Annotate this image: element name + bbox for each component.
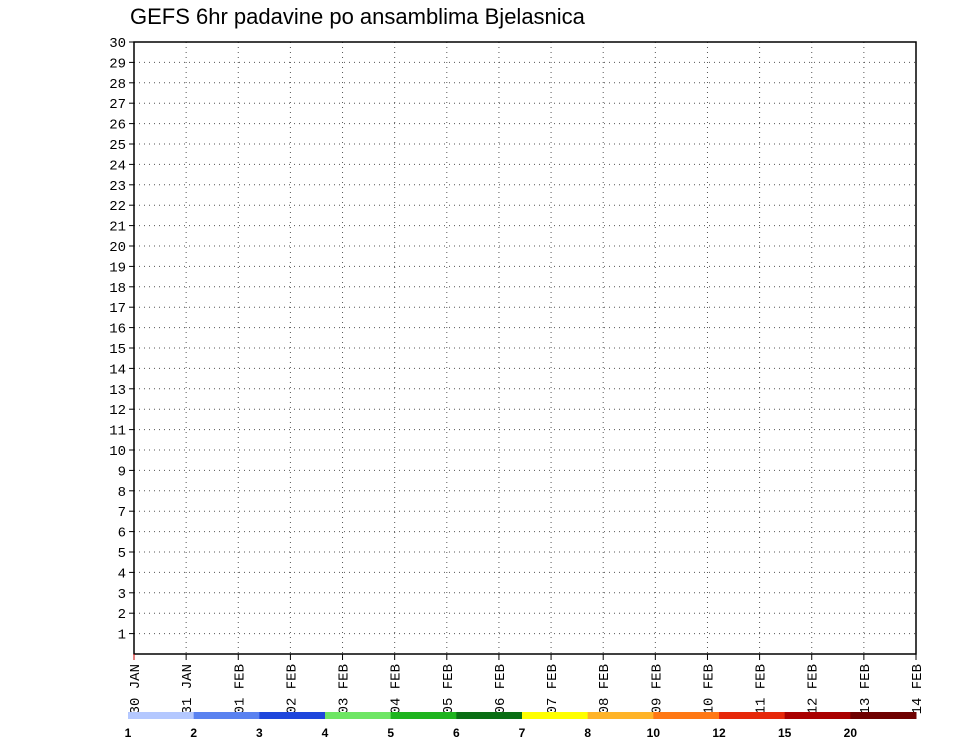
y-tick-label: 3	[118, 587, 126, 603]
y-tick-label: 7	[118, 505, 126, 521]
chart-title: GEFS 6hr padavine po ansamblima Bjelasni…	[130, 4, 585, 29]
y-tick-label: 2	[118, 607, 126, 623]
colorbar-label: 12	[712, 726, 726, 740]
x-tick-label: 10 FEB	[701, 664, 717, 714]
colorbar-label: 8	[584, 726, 591, 740]
colorbar-swatch	[390, 712, 457, 719]
y-tick-label: 12	[109, 403, 126, 419]
colorbar-label: 2	[190, 726, 197, 740]
colorbar-label: 10	[647, 726, 661, 740]
y-tick-label: 14	[109, 362, 126, 378]
x-tick-label: 13 FEB	[858, 664, 874, 714]
x-tick-label: 05 FEB	[441, 664, 457, 714]
x-tick-label: 11 FEB	[754, 664, 770, 714]
y-tick-label: 1	[118, 628, 126, 644]
x-tick-label: 08 FEB	[597, 664, 613, 714]
y-tick-label: 13	[109, 383, 126, 399]
y-tick-label: 9	[118, 464, 126, 480]
colorbar-swatch	[784, 712, 851, 719]
y-tick-label: 26	[109, 118, 126, 134]
colorbar-swatch	[653, 712, 720, 719]
x-tick-label: 04 FEB	[389, 664, 405, 714]
colorbar-label: 5	[387, 726, 394, 740]
colorbar-label: 4	[322, 726, 329, 740]
x-tick-label: 02 FEB	[284, 664, 300, 714]
y-tick-label: 15	[109, 342, 126, 358]
colorbar-swatch	[850, 712, 917, 719]
y-tick-label: 23	[109, 179, 126, 195]
y-tick-label: 5	[118, 546, 126, 562]
y-tick-label: 28	[109, 77, 126, 93]
colorbar-label: 1	[125, 726, 132, 740]
y-tick-label: 18	[109, 281, 126, 297]
x-tick-label: 31 JAN	[180, 664, 196, 714]
y-tick-label: 27	[109, 97, 126, 113]
x-tick-label: 06 FEB	[493, 664, 509, 714]
y-tick-label: 17	[109, 301, 126, 317]
colorbar-swatch	[128, 712, 195, 719]
y-tick-label: 22	[109, 199, 126, 215]
x-tick-label: 30 JAN	[128, 664, 144, 714]
x-tick-label: 07 FEB	[545, 664, 561, 714]
colorbar-label: 7	[519, 726, 526, 740]
colorbar-label: 6	[453, 726, 460, 740]
y-tick-label: 30	[109, 36, 126, 52]
y-tick-label: 29	[109, 56, 126, 72]
y-tick-label: 20	[109, 240, 126, 256]
colorbar-label: 20	[844, 726, 858, 740]
y-tick-label: 10	[109, 444, 126, 460]
y-tick-label: 21	[109, 220, 126, 236]
y-tick-label: 11	[109, 424, 126, 440]
x-tick-label: 09 FEB	[649, 664, 665, 714]
colorbar-swatch	[719, 712, 786, 719]
y-tick-label: 19	[109, 260, 126, 276]
y-tick-label: 6	[118, 526, 126, 542]
y-tick-label: 8	[118, 485, 126, 501]
y-tick-label: 24	[109, 158, 126, 174]
colorbar-swatch	[325, 712, 392, 719]
x-tick-label: 12 FEB	[806, 664, 822, 714]
y-tick-label: 25	[109, 138, 126, 154]
colorbar-swatch	[193, 712, 260, 719]
colorbar-swatch	[587, 712, 654, 719]
colorbar-label: 15	[778, 726, 792, 740]
x-tick-label: 14 FEB	[910, 664, 926, 714]
x-tick-label: 03 FEB	[337, 664, 353, 714]
colorbar-swatch	[522, 712, 589, 719]
colorbar-swatch	[456, 712, 523, 719]
colorbar-swatch	[259, 712, 326, 719]
x-tick-label: 01 FEB	[232, 664, 248, 714]
y-tick-label: 4	[118, 566, 126, 582]
y-tick-label: 16	[109, 322, 126, 338]
colorbar-label: 3	[256, 726, 263, 740]
